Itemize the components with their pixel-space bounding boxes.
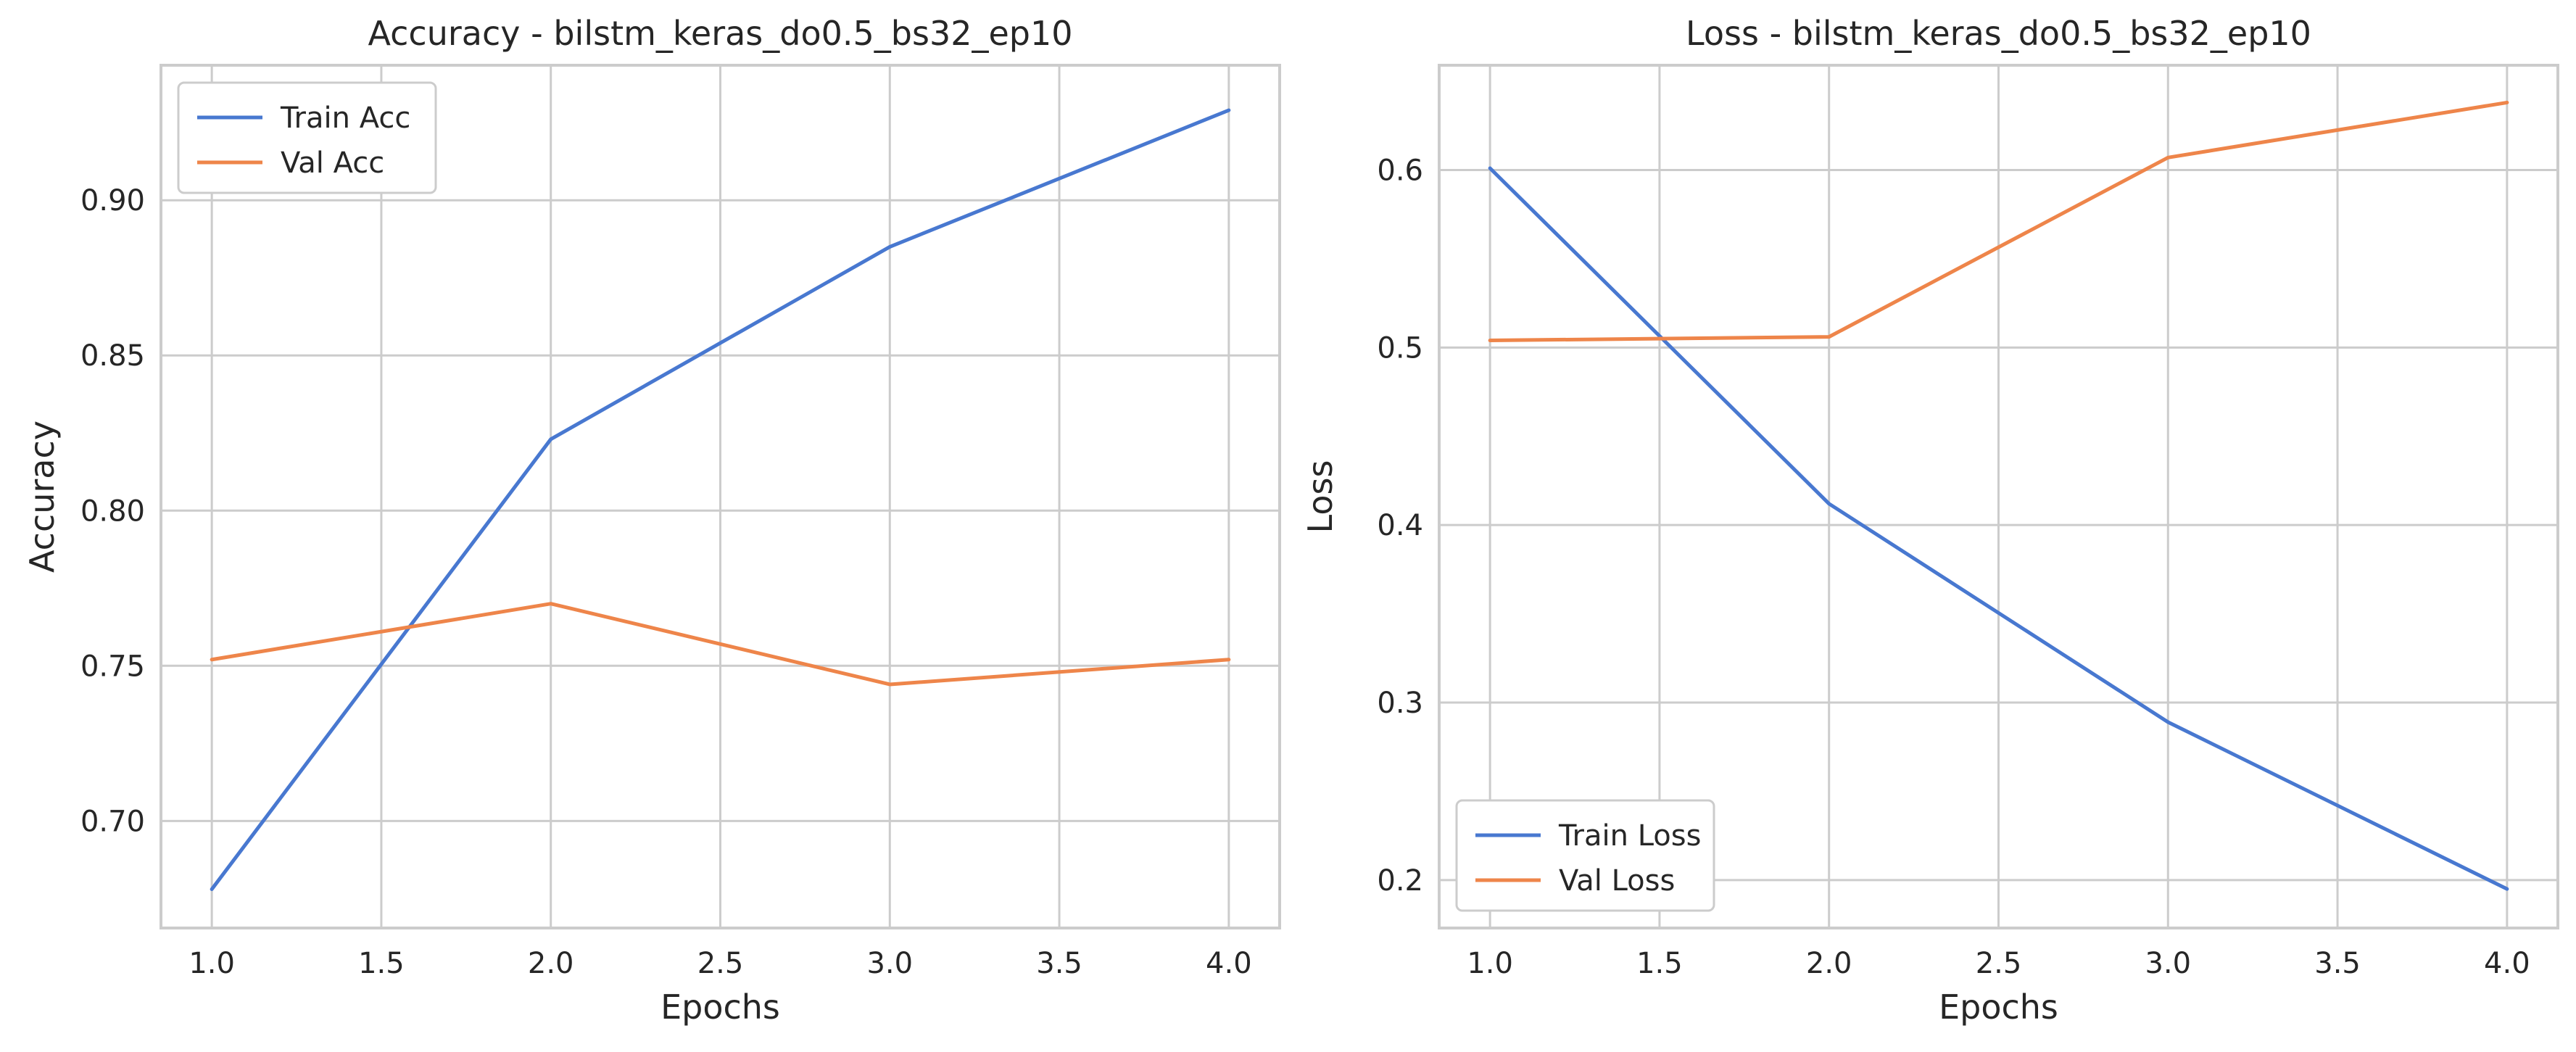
chart-title: Loss - bilstm_keras_do0.5_bs32_ep10 <box>1686 14 2311 53</box>
legend-label: Val Loss <box>1559 864 1675 898</box>
x-axis-label: Epochs <box>660 987 780 1027</box>
legend-label: Train Acc <box>280 102 410 135</box>
legend: Train Acc Val Acc <box>177 81 437 194</box>
series-line-val-loss <box>1488 100 2509 343</box>
y-tick-label: 0.80 <box>80 494 145 528</box>
x-tick-label: 4.0 <box>1206 947 1252 980</box>
x-tick-label: 1.5 <box>1636 947 1683 980</box>
x-axis-label: Epochs <box>1939 987 2058 1027</box>
plot-frame <box>160 64 1281 929</box>
y-tick-label: 0.6 <box>1377 154 1423 187</box>
x-tick-label: 1.0 <box>1467 947 1513 980</box>
legend-box <box>177 81 437 194</box>
x-tick-label: 4.0 <box>2484 947 2530 980</box>
x-tick-label: 2.0 <box>1806 947 1852 980</box>
plot-frame <box>1438 64 2559 929</box>
y-tick-label: 0.5 <box>1377 331 1423 365</box>
series-line-val-acc <box>210 602 1231 687</box>
y-tick-label: 0.3 <box>1377 687 1423 720</box>
y-axis-label: Accuracy <box>22 421 62 573</box>
y-tick-label: 0.75 <box>80 650 145 683</box>
y-tick-label: 0.70 <box>80 805 145 838</box>
legend-label: Val Acc <box>281 146 384 180</box>
x-tick-label: 3.5 <box>2314 947 2361 980</box>
x-tick-label: 3.0 <box>2145 947 2191 980</box>
chart-title: Accuracy - bilstm_keras_do0.5_bs32_ep10 <box>368 14 1072 53</box>
legend: Train Loss Val Loss <box>1455 799 1715 912</box>
series-line-train-loss <box>1488 166 2509 891</box>
x-tick-label: 3.0 <box>866 947 913 980</box>
x-tick-label: 2.5 <box>697 947 744 980</box>
chart-panel-1: 1.0 1.5 2.0 2.5 3.0 3.5 4.0 0.70 0.75 0.80 0.85 0.9… <box>22 14 1281 1027</box>
legend-label: Train Loss <box>1558 819 1701 853</box>
y-tick-label: 0.85 <box>80 339 145 373</box>
series-line-train-acc <box>210 108 1231 891</box>
x-tick-label: 3.5 <box>1036 947 1082 980</box>
x-tick-label: 1.0 <box>189 947 235 980</box>
y-axis-label: Loss <box>1301 460 1340 534</box>
legend-box <box>1455 799 1715 912</box>
y-tick-label: 0.2 <box>1377 864 1423 898</box>
y-tick-label: 0.4 <box>1377 509 1423 542</box>
x-tick-label: 2.0 <box>528 947 574 980</box>
chart-panel-2: 1.0 1.5 2.0 2.5 3.0 3.5 4.0 0.2 0.3 0.4 0.5 0.6 Loss… <box>1301 14 2559 1027</box>
y-tick-label: 0.90 <box>80 184 145 218</box>
x-tick-label: 1.5 <box>358 947 405 980</box>
x-tick-label: 2.5 <box>1976 947 2022 980</box>
